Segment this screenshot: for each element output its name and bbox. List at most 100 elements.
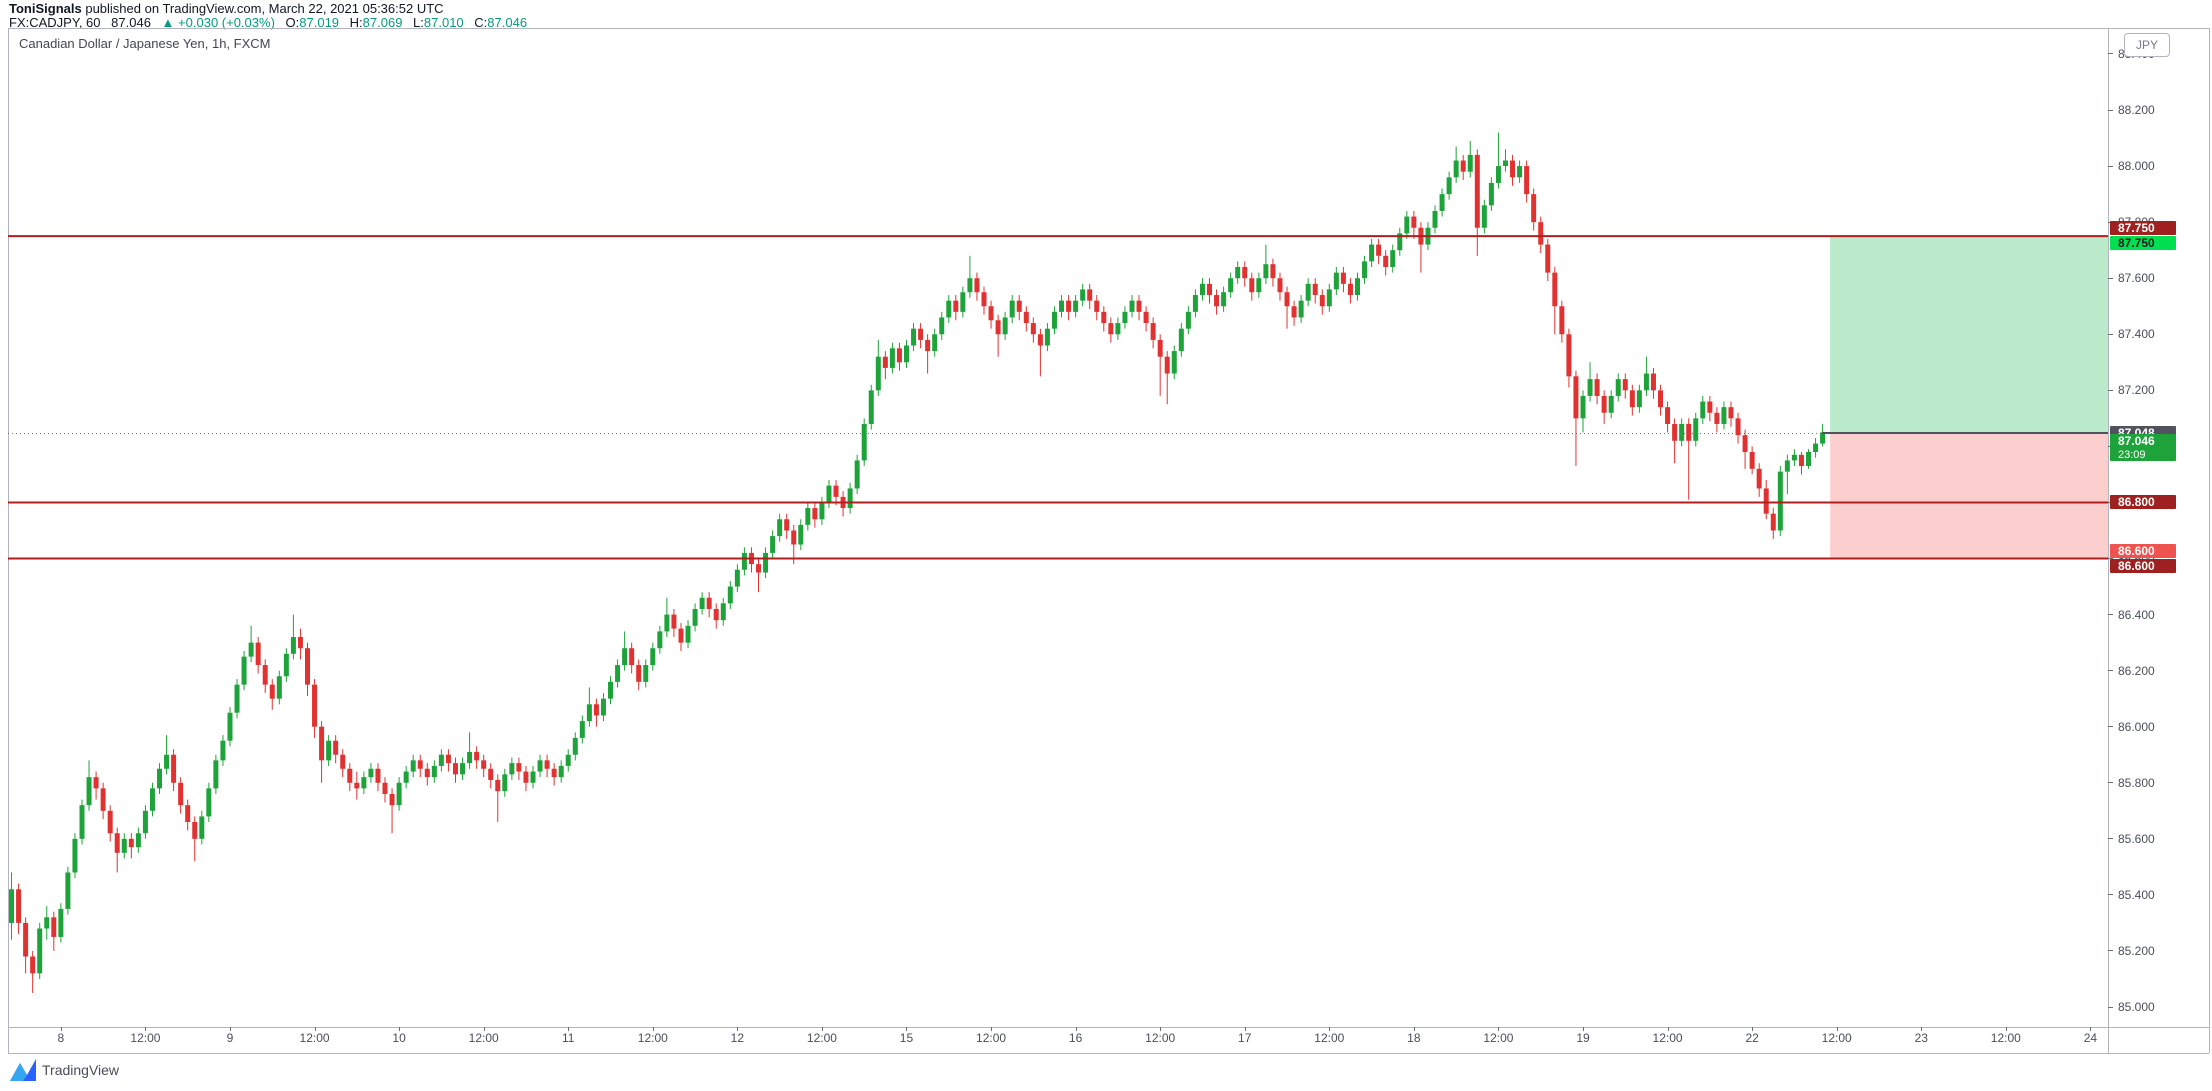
price-tick-label: 86.200: [2118, 663, 2155, 678]
frame-right: [2209, 28, 2210, 1053]
price-tick-dash: [2108, 333, 2113, 335]
open-value: 87.019: [299, 15, 340, 30]
price-label-target: 87.750: [2110, 236, 2176, 251]
high-value: 87.069: [362, 15, 403, 30]
time-tick-dash: [2090, 1027, 2092, 1031]
time-tick-dash: [906, 1027, 908, 1031]
time-tick-label: 9: [226, 1031, 234, 1045]
time-tick-label: 22: [1745, 1031, 1759, 1045]
time-tick-dash: [1836, 1027, 1838, 1031]
price-tick-dash: [2108, 838, 2113, 840]
bar-countdown: 23:09: [2118, 448, 2146, 461]
price-tick-dash: [2108, 389, 2113, 391]
time-tick-label: 16: [1068, 1031, 1083, 1045]
time-tick-label: 19: [1576, 1031, 1590, 1045]
time-tick-dash: [314, 1027, 316, 1031]
tradingview-logo-text: TradingView: [42, 1062, 120, 1078]
time-tick-label: 12:00: [299, 1031, 330, 1045]
close-label: C:: [474, 15, 488, 30]
price-tick-label: 88.000: [2118, 159, 2155, 174]
price-tick-dash: [2108, 670, 2113, 672]
time-tick-label: 12:00: [976, 1031, 1007, 1045]
time-tick-dash: [737, 1027, 739, 1031]
price-tick-dash: [2108, 950, 2113, 952]
change-arrow-icon: ▲: [161, 15, 175, 30]
publish-info: ToniSignals published on TradingView.com…: [9, 1, 444, 16]
time-tick-label: 23: [1914, 1031, 1928, 1045]
tradingview-logo-icon: [10, 1059, 36, 1081]
time-tick-label: 8: [57, 1031, 65, 1045]
tradingview-logo[interactable]: TradingView: [10, 1059, 119, 1081]
last-price: 87.046: [111, 15, 151, 30]
time-tick-dash: [1244, 1027, 1246, 1031]
time-tick-dash: [1921, 1027, 1923, 1031]
price-tick-label: 86.000: [2118, 719, 2155, 734]
time-tick-dash: [1160, 1027, 1162, 1031]
price-label-line: 86.800: [2110, 495, 2176, 510]
time-tick-dash: [399, 1027, 401, 1031]
time-tick-dash: [1413, 1027, 1415, 1031]
frame-left: [8, 28, 9, 1053]
price-tick-label: 86.400: [2118, 607, 2155, 622]
published-text: published on TradingView.com, March 22, …: [85, 1, 444, 16]
open-label: O:: [285, 15, 300, 30]
price-tick-dash: [2108, 894, 2113, 896]
time-tick-dash: [568, 1027, 570, 1031]
time-tick-label: 18: [1407, 1031, 1421, 1045]
time-tick-label: 10: [392, 1031, 406, 1045]
long-position-target-zone: [1830, 236, 2108, 433]
time-tick-label: 12:00: [1483, 1031, 1514, 1045]
low-value: 87.010: [423, 15, 464, 30]
time-tick-dash: [1329, 1027, 1331, 1031]
plot-bottom-border: [8, 1027, 2209, 1028]
time-tick-dash: [145, 1027, 147, 1031]
time-tick-label: 12:00: [468, 1031, 499, 1045]
price-tick-label: 85.200: [2118, 943, 2155, 958]
price-tick-label: 87.600: [2118, 271, 2155, 286]
price-tick-label: 87.400: [2118, 327, 2155, 342]
price-tick-dash: [2108, 726, 2113, 728]
symbol-name: FX:CADJPY, 60: [9, 15, 101, 30]
frame-top: [8, 28, 2209, 29]
current-price-value: 87.046: [2118, 433, 2155, 448]
candlesticks: [9, 132, 1826, 993]
current-price-label: 87.046 23:09: [2110, 433, 2176, 461]
high-label: H:: [349, 15, 363, 30]
time-tick-label: 12:00: [1821, 1031, 1852, 1045]
currency-toggle-badge[interactable]: JPY: [2124, 33, 2170, 57]
change-value: +0.030 (+0.03%): [178, 15, 275, 30]
price-tick-dash: [2108, 165, 2113, 167]
time-tick-dash: [1752, 1027, 1754, 1031]
time-tick-label: 12:00: [1990, 1031, 2021, 1045]
time-tick-label: 17: [1238, 1031, 1252, 1045]
price-label-line: 87.750: [2110, 221, 2176, 236]
chart-legend-title: Canadian Dollar / Japanese Yen, 1h, FXCM: [19, 36, 271, 51]
price-label-line: 86.600: [2110, 558, 2176, 573]
time-tick-label: 11: [561, 1031, 575, 1045]
price-tick-dash: [2108, 53, 2113, 55]
time-tick-label: 12:00: [1145, 1031, 1176, 1045]
time-tick-dash: [652, 1027, 654, 1031]
long-position-stop-zone: [1830, 432, 2108, 559]
time-tick-dash: [821, 1027, 823, 1031]
price-tick-dash: [2108, 109, 2113, 111]
time-tick-label: 12: [730, 1031, 745, 1045]
price-axis-separator: [2108, 28, 2109, 1053]
price-tick-label: 85.800: [2118, 775, 2155, 790]
time-tick-label: 12:00: [130, 1031, 161, 1045]
price-tick-dash: [2108, 1006, 2113, 1008]
time-tick-label: 24: [2083, 1031, 2098, 1045]
time-tick-dash: [991, 1027, 993, 1031]
time-tick-dash: [483, 1027, 485, 1031]
symbol-info-bar: FX:CADJPY, 60 87.046 ▲ +0.030 (+0.03%) O…: [9, 15, 527, 30]
frame-bottom: [8, 1053, 2209, 1054]
time-tick-label: 12:00: [806, 1031, 837, 1045]
price-tick-dash: [2108, 782, 2113, 784]
price-label-stop: 86.600: [2110, 543, 2176, 558]
time-tick-label: 12:00: [1652, 1031, 1683, 1045]
time-tick-label: 15: [899, 1031, 914, 1045]
price-tick-label: 85.400: [2118, 887, 2155, 902]
time-tick-dash: [1667, 1027, 1669, 1031]
